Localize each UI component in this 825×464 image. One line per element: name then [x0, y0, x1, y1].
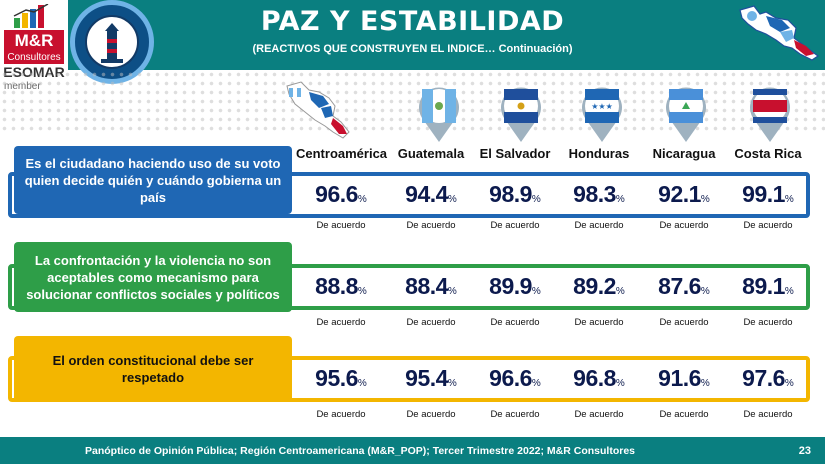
sublabel-r2-c1: De acuerdo: [316, 317, 366, 328]
lighthouse-icon: [101, 23, 123, 63]
central-america-map-icon: [739, 5, 820, 61]
value-number: 96.6: [489, 365, 532, 391]
pin-el-salvador-icon: [501, 87, 541, 142]
sublabel-r1-c4: De acuerdo: [574, 220, 624, 231]
value-suffix: %: [615, 378, 625, 389]
value-r3-c6: 97.6%: [726, 365, 810, 392]
col-nicaragua: Nicaragua: [652, 146, 716, 161]
sublabel-r2-c5: De acuerdo: [659, 317, 709, 328]
sublabel-r2-c6: De acuerdo: [743, 317, 793, 328]
value-r3-c1: 95.6%: [299, 365, 383, 392]
sublabel-r1-c3: De acuerdo: [490, 220, 540, 231]
value-suffix: %: [357, 194, 367, 205]
value-number: 89.9: [489, 273, 532, 299]
logo-company: Consultores: [4, 52, 64, 64]
value-suffix: %: [531, 194, 541, 205]
col-costa-rica: Costa Rica: [734, 146, 802, 161]
value-r3-c4: 96.8%: [557, 365, 641, 392]
value-number: 97.6: [742, 365, 785, 391]
footer-bar: Panóptico de Opinión Pública; Región Cen…: [0, 437, 825, 464]
value-r2-c6: 89.1%: [726, 273, 810, 300]
col-guatemala: Guatemala: [397, 146, 465, 161]
value-suffix: %: [531, 286, 541, 297]
value-number: 91.6: [658, 365, 701, 391]
value-r2-c2: 88.4%: [389, 273, 473, 300]
value-suffix: %: [615, 194, 625, 205]
svg-text:★★★: ★★★: [591, 102, 613, 111]
footer-source: Panóptico de Opinión Pública; Región Cen…: [85, 445, 635, 457]
value-number: 94.4: [405, 181, 448, 207]
sublabel-r3-c3: De acuerdo: [490, 409, 540, 420]
value-r3-c5: 91.6%: [642, 365, 726, 392]
sublabel-r1-c6: De acuerdo: [743, 220, 793, 231]
value-r2-c5: 87.6%: [642, 273, 726, 300]
value-r1-c1: 96.6%: [299, 181, 383, 208]
sublabel-r3-c4: De acuerdo: [574, 409, 624, 420]
pin-honduras-icon: ★★★: [582, 87, 622, 142]
value-number: 88.8: [315, 273, 358, 299]
value-r1-c5: 92.1%: [642, 181, 726, 208]
value-number: 88.4: [405, 273, 448, 299]
sublabel-r3-c2: De acuerdo: [406, 409, 456, 420]
sublabel-r3-c6: De acuerdo: [743, 409, 793, 420]
col-centroamerica: Centroamérica: [296, 146, 388, 161]
value-suffix: %: [357, 378, 367, 389]
sublabel-r3-c1: De acuerdo: [316, 409, 366, 420]
value-suffix: %: [615, 286, 625, 297]
logo-brand: M&R: [4, 30, 64, 52]
value-r1-c6: 99.1%: [726, 181, 810, 208]
pin-guatemala-icon: [419, 87, 459, 142]
sublabel-r2-c3: De acuerdo: [490, 317, 540, 328]
value-suffix: %: [784, 194, 794, 205]
value-number: 87.6: [658, 273, 701, 299]
pin-costa-rica-icon: [750, 87, 790, 142]
sublabel-r1-c1: De acuerdo: [316, 220, 366, 231]
value-number: 95.4: [405, 365, 448, 391]
page-number: 23: [798, 445, 811, 457]
value-r2-c4: 89.2%: [557, 273, 641, 300]
value-number: 89.2: [573, 273, 616, 299]
pin-centroamerica-icon: [286, 81, 350, 139]
value-suffix: %: [447, 194, 457, 205]
value-number: 96.6: [315, 181, 358, 207]
value-number: 99.1: [742, 181, 785, 207]
value-number: 92.1: [658, 181, 701, 207]
value-r1-c3: 98.9%: [473, 181, 557, 208]
value-r1-c2: 94.4%: [389, 181, 473, 208]
value-r2-c1: 88.8%: [299, 273, 383, 300]
page-title: PAZ Y ESTABILIDAD: [260, 6, 565, 37]
sublabel-r2-c2: De acuerdo: [406, 317, 456, 328]
value-suffix: %: [531, 378, 541, 389]
page-subtitle: (REACTIVOS QUE CONSTRUYEN EL INDICE… Con…: [252, 43, 573, 55]
value-number: 95.6: [315, 365, 358, 391]
row-2-label: La confrontación y la violencia no son a…: [14, 242, 292, 312]
sublabel-r2-c4: De acuerdo: [574, 317, 624, 328]
value-r3-c2: 95.4%: [389, 365, 473, 392]
value-number: 98.9: [489, 181, 532, 207]
value-suffix: %: [700, 286, 710, 297]
sublabel-r1-c2: De acuerdo: [406, 220, 456, 231]
pin-nicaragua-icon: [666, 87, 706, 142]
value-suffix: %: [700, 194, 710, 205]
col-honduras: Honduras: [568, 146, 630, 161]
value-suffix: %: [357, 286, 367, 297]
value-suffix: %: [784, 286, 794, 297]
value-number: 89.1: [742, 273, 785, 299]
row-3-label: El orden constitucional debe ser respeta…: [14, 336, 292, 402]
value-number: 98.3: [573, 181, 616, 207]
value-r3-c3: 96.6%: [473, 365, 557, 392]
value-suffix: %: [447, 286, 457, 297]
sublabel-r3-c5: De acuerdo: [659, 409, 709, 420]
value-number: 96.8: [573, 365, 616, 391]
bar-chart-icon: [13, 4, 49, 28]
sublabel-r1-c5: De acuerdo: [659, 220, 709, 231]
value-suffix: %: [784, 378, 794, 389]
col-el-salvador: El Salvador: [479, 146, 551, 161]
row-1-label: Es el ciudadano haciendo uso de su voto …: [14, 146, 292, 214]
value-r2-c3: 89.9%: [473, 273, 557, 300]
value-suffix: %: [447, 378, 457, 389]
seal-inner: [85, 15, 139, 69]
value-suffix: %: [700, 378, 710, 389]
value-r1-c4: 98.3%: [557, 181, 641, 208]
